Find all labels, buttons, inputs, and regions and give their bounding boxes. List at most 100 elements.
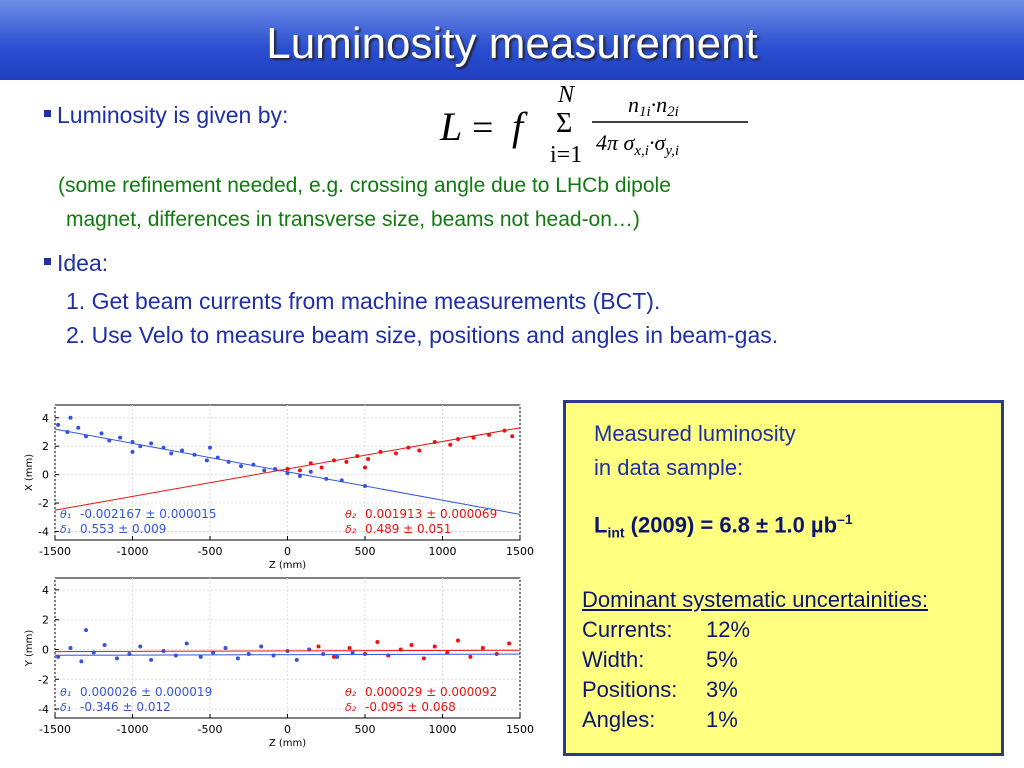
result-text: (2009) = 6.8 ± 1.0 µb: [624, 512, 838, 538]
bullet-text: Idea:: [57, 250, 109, 276]
x-tick-label: 500: [355, 723, 376, 736]
formula-sum: Σ: [556, 108, 572, 139]
idea-item: 1. Get beam currents from machine measur…: [66, 288, 661, 314]
point: [84, 628, 88, 633]
fit-line: [54, 649, 521, 653]
point: [76, 425, 81, 430]
point: [480, 646, 485, 650]
point: [79, 659, 84, 664]
point: [375, 640, 380, 645]
fit-line: [54, 653, 521, 656]
point: [308, 469, 313, 474]
point: [180, 448, 185, 453]
y-tick-label: 2: [42, 614, 49, 627]
annotation-text: -0.002167 ± 0.000015: [80, 507, 217, 521]
point: [510, 434, 515, 439]
box-heading: in data sample:: [594, 455, 744, 480]
point: [169, 451, 174, 456]
sub: 1i: [639, 104, 651, 120]
annotation-text: 0.553 ± 0.009: [80, 522, 166, 536]
result-sub: int: [607, 524, 625, 541]
x-tick-label: 0: [284, 723, 291, 736]
point: [471, 435, 476, 440]
syst-title: Dominant systematic uncertainities:: [582, 587, 929, 612]
x-tick-label: -500: [198, 723, 223, 736]
point: [198, 654, 203, 659]
annotation-symbol: θ₁: [60, 508, 71, 521]
y-tick-label: 4: [42, 584, 49, 597]
y-tick-label: 2: [42, 440, 49, 453]
sym: ·σ: [649, 130, 667, 155]
sub: x,i: [633, 143, 649, 159]
x-tick-label: 1000: [429, 723, 457, 736]
annotation-text: 0.000026 ± 0.000019: [80, 685, 212, 699]
annotation-symbol: δ₂: [345, 523, 357, 536]
annotation-symbol: δ₁: [60, 523, 71, 536]
x-tick-label: 500: [355, 545, 376, 558]
idea-item: 2. Use Velo to measure beam size, positi…: [66, 322, 779, 348]
header: Luminosity measurement: [0, 0, 1024, 80]
point: [421, 656, 426, 661]
point: [130, 449, 135, 454]
point: [394, 451, 398, 456]
result: Lint (2009) = 6.8 ± 1.0 µb–1: [594, 511, 853, 541]
point: [56, 422, 61, 427]
result-sup: –1: [837, 511, 853, 527]
point: [118, 435, 123, 440]
point: [468, 654, 473, 659]
formula-lower: i=1: [550, 142, 582, 168]
syst-label: Angles:: [582, 707, 656, 732]
syst-value: 1%: [706, 707, 738, 732]
formula: L = f N Σ i=1 n1i·n2i 4π σx,i·σy,i: [439, 82, 748, 168]
point: [68, 646, 73, 650]
point: [102, 643, 107, 648]
point: [445, 650, 450, 655]
point: [259, 644, 264, 649]
x-tick-label: 1500: [506, 723, 534, 736]
x-tick-label: -1500: [39, 723, 71, 736]
annotation-symbol: θ₂: [345, 508, 357, 521]
sym: 4π σ: [596, 130, 636, 155]
x-tick-label: -1000: [117, 723, 149, 736]
y-tick-label: -2: [38, 497, 49, 510]
annotation-symbol: θ₁: [60, 686, 71, 699]
point: [246, 651, 251, 656]
bullet: Luminosity is given by:: [44, 102, 288, 129]
point: [335, 654, 340, 659]
formula-upper: N: [557, 82, 576, 108]
result-box: Measured luminosity in data sample: Lint…: [563, 400, 1004, 756]
x-axis-label: Z (mm): [269, 738, 306, 749]
point: [316, 644, 321, 649]
annotation-symbol: θ₂: [345, 686, 357, 699]
point: [297, 468, 302, 473]
point: [332, 654, 336, 659]
annotation-text: 0.000029 ± 0.000092: [365, 685, 497, 699]
point: [149, 657, 154, 662]
point: [235, 656, 240, 661]
y-tick-label: -2: [38, 673, 49, 686]
point: [56, 654, 61, 659]
point: [138, 644, 143, 649]
point: [239, 464, 243, 469]
point: [417, 448, 422, 453]
box-heading: Measured luminosity: [594, 421, 796, 446]
point: [208, 445, 212, 450]
bullet: Idea:: [44, 250, 108, 277]
point: [262, 468, 267, 473]
y-axis-label: Y (mm): [24, 630, 35, 668]
annotation-text: -0.346 ± 0.012: [80, 700, 171, 714]
point: [432, 644, 437, 649]
point: [363, 651, 367, 656]
y-tick-label: 0: [42, 469, 49, 482]
syst-label: Width:: [582, 647, 645, 672]
y-tick-label: -4: [38, 703, 49, 716]
x-axis-label: Z (mm): [269, 560, 306, 571]
point: [366, 457, 371, 461]
point: [297, 474, 302, 479]
annotation-text: 0.489 ± 0.051: [365, 522, 451, 536]
point: [456, 638, 460, 643]
point: [448, 442, 453, 447]
sub: 2i: [667, 104, 679, 120]
x-tick-label: -1000: [117, 545, 149, 558]
